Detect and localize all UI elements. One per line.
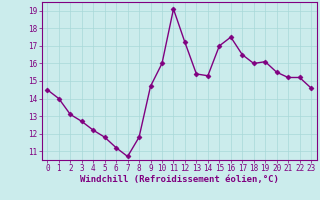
X-axis label: Windchill (Refroidissement éolien,°C): Windchill (Refroidissement éolien,°C) [80,175,279,184]
